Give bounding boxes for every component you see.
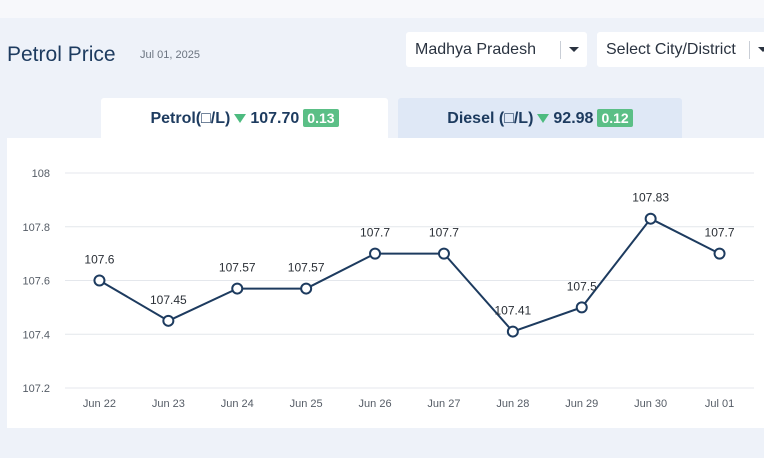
x-tick-label: Jun 25 [290,398,323,410]
tab-diesel-label: Diesel (□/L) [447,110,534,127]
data-label: 107.6 [84,253,114,267]
data-label: 107.7 [705,226,735,240]
data-point [644,212,657,225]
data-label: 107.57 [288,261,325,275]
data-label: 107.7 [429,226,459,240]
price-date: Jul 01, 2025 [140,49,200,61]
tab-petrol-price: 107.70 [250,110,300,127]
data-label: 107.5 [567,279,597,293]
y-axis-ticks: 107.2 107.4 107.6 107.8 108 [22,168,50,395]
data-point [713,247,726,260]
tab-diesel-price: 92.98 [553,110,594,127]
data-point [231,282,244,295]
state-select[interactable]: Madhya Pradesh [406,32,587,67]
x-tick-label: Jun 22 [83,398,116,410]
data-labels: 107.6 107.45 107.57 107.57 107.7 107.7 107.41 1… [84,191,734,318]
data-point [437,247,450,260]
x-tick-label: Jun 30 [634,398,667,410]
tab-petrol-label: Petrol(□/L) [150,110,231,127]
down-arrow-icon [234,113,247,123]
down-arrow-icon [537,113,550,123]
x-tick-label: Jun 23 [152,398,185,410]
x-tick-label: Jun 27 [427,398,460,410]
x-tick-label: Jun 24 [221,398,254,410]
y-tick-label: 107.2 [22,383,50,395]
data-label: 107.83 [632,191,669,205]
x-tick-label: Jun 26 [359,398,392,410]
data-label: 107.41 [494,304,531,318]
chevron-down-icon[interactable] [569,47,579,52]
tab-diesel[interactable]: Diesel (□/L) 92.98 0.12 [398,98,682,138]
data-label: 107.57 [219,261,256,275]
x-tick-label: Jun 28 [496,398,529,410]
petrol-change-badge: 0.13 [303,109,339,127]
x-tick-label: Jun 29 [565,398,598,410]
y-tick-label: 108 [32,168,50,180]
data-point [93,274,106,287]
state-select-value: Madhya Pradesh [415,41,536,58]
x-axis-ticks: Jun 22 Jun 23 Jun 24 Jun 25 Jun 26 Jun 27 Jun … [83,398,734,410]
series-line [98,217,721,333]
city-select-placeholder: Select City/District [606,41,736,58]
data-label: 107.45 [150,293,187,307]
data-point [162,314,175,327]
page-title: Petrol Price [7,43,116,66]
data-points [93,212,726,338]
grid-lines [65,172,754,389]
divider [560,41,561,59]
y-tick-label: 107.8 [22,222,50,234]
divider [749,41,750,59]
y-tick-label: 107.4 [22,329,50,341]
y-tick-label: 107.6 [22,276,50,288]
top-strip [0,0,764,18]
data-label: 107.7 [360,226,390,240]
data-point [506,325,519,338]
data-point [369,247,382,260]
city-district-select[interactable]: Select City/District [597,32,764,67]
data-point [300,282,313,295]
chevron-down-icon[interactable] [758,47,764,52]
chart-panel: 107.2 107.4 107.6 107.8 108 Jun 22 Jun 23 Jun … [7,138,764,428]
x-tick-label: Jul 01 [705,398,734,410]
data-point [575,301,588,314]
tab-petrol[interactable]: Petrol(□/L) 107.70 0.13 [101,98,388,138]
diesel-change-badge: 0.12 [597,109,633,127]
